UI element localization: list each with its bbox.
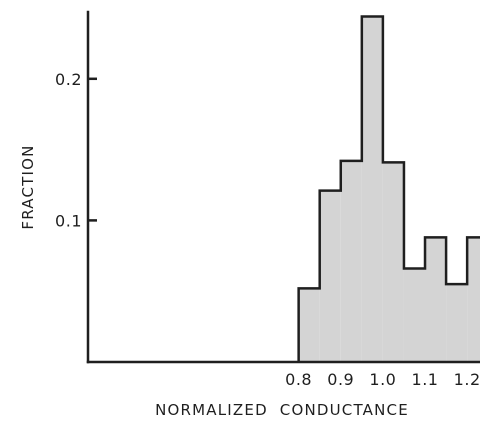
histogram-bar	[340, 160, 362, 362]
y-tick-label: 0.1	[55, 211, 82, 230]
x-axis-label: NORMALIZED CONDUCTANCE	[155, 401, 409, 419]
histogram-bars	[298, 16, 480, 362]
x-tick-label: 1.0	[369, 370, 396, 389]
x-tick-label: 0.8	[285, 370, 312, 389]
histogram-bar	[446, 284, 468, 362]
y-axis-ticks: 0.1 0.2	[55, 70, 97, 230]
histogram-bar	[382, 162, 404, 362]
x-tick-label: 1.1	[412, 370, 439, 389]
x-tick-label: 1.2	[454, 370, 480, 389]
histogram-bar	[361, 16, 383, 362]
histogram-outline	[297, 15, 480, 362]
histogram-bar	[425, 237, 447, 362]
histogram-bar	[319, 190, 341, 362]
histogram-bar	[467, 237, 480, 362]
y-axis-label: FRACTION	[19, 144, 37, 229]
y-tick-label: 0.2	[55, 70, 82, 89]
histogram-bar	[298, 288, 320, 362]
x-axis-ticks: 0.8 0.9 1.0 1.1 1.2	[285, 370, 480, 389]
histogram-bar	[403, 268, 426, 362]
x-tick-label: 0.9	[327, 370, 354, 389]
